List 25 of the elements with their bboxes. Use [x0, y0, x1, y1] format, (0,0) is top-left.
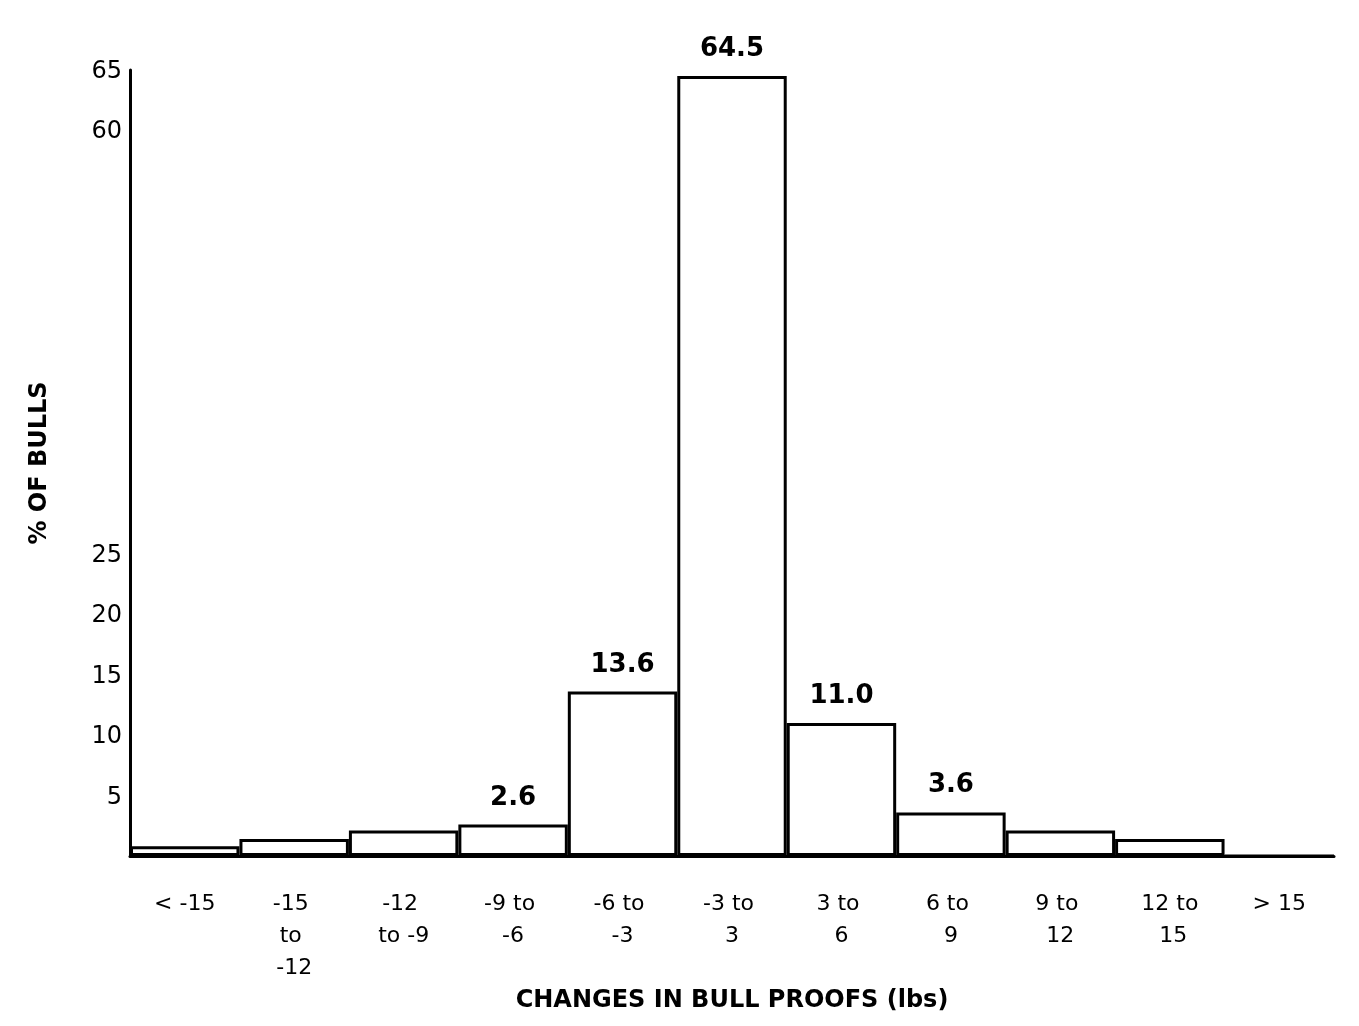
data-label: 11.0 — [809, 678, 874, 709]
x-tick-label: -6 to -3 — [593, 889, 652, 947]
x-tick-label: -9 to -6 — [484, 889, 543, 947]
x-tick-label: < -15 — [154, 889, 216, 915]
y-tick-label: 60 — [91, 116, 122, 145]
x-tick-label: -3 to 3 — [702, 889, 762, 947]
x-tick-label: -15 to -12 — [272, 889, 316, 979]
data-label: 3.6 — [927, 768, 974, 799]
data-label: 13.6 — [590, 647, 655, 678]
x-tick-label: 9 to 12 — [1035, 889, 1086, 947]
y-tick-label: 25 — [91, 539, 122, 568]
y-tick-label: 15 — [91, 660, 122, 689]
x-tick-label: 12 to 15 — [1141, 889, 1199, 947]
y-tick-label: 5 — [106, 781, 122, 810]
y-tick-label: 10 — [91, 721, 122, 750]
x-tick-label: > 15 — [1252, 889, 1306, 915]
x-tick-label: 3 to 6 — [816, 889, 867, 947]
data-label: 2.6 — [490, 780, 537, 811]
x-tick-label: -12 to -9 — [378, 889, 430, 947]
data-label: 64.5 — [699, 32, 765, 63]
x-tick-label: 6 to 9 — [925, 889, 976, 947]
x-axis-title: CHANGES IN BULL PROOFS (lbs) — [515, 984, 949, 1013]
y-tick-label: 20 — [91, 600, 122, 629]
y-tick-label: 65 — [91, 56, 122, 84]
y-axis-title: % OF BULLS — [24, 381, 52, 545]
